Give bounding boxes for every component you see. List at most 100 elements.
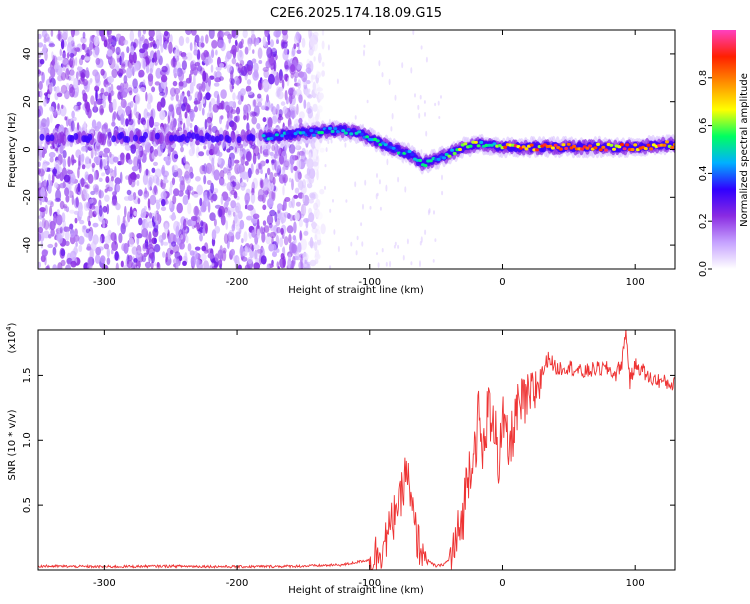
- heatmap-cell: [50, 228, 55, 237]
- heatmap-cell: [148, 36, 154, 41]
- heatmap-cell: [245, 85, 252, 93]
- heatmap-cell: [433, 210, 435, 215]
- heatmap-cell: [298, 219, 303, 228]
- heatmap-cell: [153, 122, 160, 127]
- heatmap-cell: [60, 39, 65, 50]
- heatmap-cell: [410, 261, 413, 266]
- heatmap-cell: [181, 255, 188, 263]
- heatmap-cell: [151, 129, 156, 142]
- heatmap-cell: [111, 240, 118, 252]
- heatmap-cell: [59, 48, 62, 57]
- heatmap-cell: [237, 163, 244, 174]
- heatmap-cell: [44, 33, 50, 42]
- heatmap-cell: [262, 204, 267, 211]
- heatmap-cell: [177, 99, 182, 107]
- heatmap-cell: [220, 115, 224, 120]
- heatmap-cell: [312, 81, 316, 92]
- colorbar-gradient: [712, 30, 736, 269]
- y-tick-label: 1.0: [22, 432, 33, 448]
- heatmap-cell: [232, 92, 236, 101]
- heatmap-cell: [80, 146, 87, 152]
- heatmap-cell: [230, 130, 236, 143]
- heatmap-cell: [87, 173, 94, 184]
- heatmap-cell: [296, 64, 303, 70]
- heatmap-cell: [272, 176, 276, 185]
- heatmap-cell: [612, 147, 616, 151]
- heatmap-cell: [311, 227, 318, 234]
- heatmap-cell: [146, 102, 152, 110]
- heatmap-cell: [257, 93, 262, 99]
- heatmap-cell: [257, 188, 265, 200]
- heatmap-cell: [267, 197, 274, 209]
- heatmap-cell: [129, 172, 137, 180]
- heatmap-cell: [235, 206, 241, 217]
- heatmap-cell: [277, 266, 280, 269]
- heatmap-cell: [393, 244, 396, 249]
- heatmap-cell: [96, 121, 102, 130]
- heatmap-cell: [95, 254, 101, 264]
- y-tick-label: 20: [22, 95, 33, 108]
- heatmap-cell: [246, 112, 249, 121]
- heatmap-cell: [609, 143, 614, 147]
- heatmap-cell: [321, 70, 325, 77]
- heatmap-cell: [119, 55, 122, 66]
- heatmap-cell: [225, 199, 229, 207]
- heatmap-cell: [244, 192, 250, 204]
- heatmap-cell: [69, 223, 74, 230]
- heatmap-cell: [188, 73, 192, 83]
- heatmap-cell: [283, 236, 289, 246]
- heatmap-cell: [386, 158, 389, 166]
- heatmap-cell: [236, 115, 240, 122]
- heatmap-cell: [255, 37, 260, 46]
- heatmap-cell: [102, 153, 108, 158]
- heatmap-cell: [145, 91, 148, 102]
- heatmap-cell: [206, 116, 213, 124]
- heatmap-cell: [558, 147, 563, 151]
- heatmap-cell: [303, 218, 310, 223]
- heatmap-cell: [337, 245, 340, 253]
- heatmap-cell: [294, 77, 297, 83]
- heatmap-cell: [217, 249, 224, 260]
- heatmap-cell: [217, 208, 223, 218]
- heatmap-cell: [190, 69, 194, 75]
- heatmap-cell: [286, 225, 294, 234]
- heatmap-cell: [94, 45, 100, 56]
- heatmap-cell: [304, 173, 311, 180]
- heatmap-cell: [161, 198, 166, 207]
- heatmap-cell: [309, 259, 317, 267]
- heatmap-cell: [69, 69, 75, 82]
- heatmap-cell: [253, 69, 259, 78]
- heatmap-cell: [174, 251, 181, 260]
- heatmap-cell: [80, 177, 85, 188]
- heatmap-cell: [38, 261, 42, 269]
- heatmap-cell: [354, 181, 357, 188]
- heatmap-cell: [266, 94, 269, 103]
- heatmap-cell: [78, 209, 84, 218]
- heatmap-cell: [436, 157, 441, 161]
- heatmap-cell: [447, 154, 452, 158]
- heatmap-cell: [205, 34, 209, 44]
- heatmap-cell: [139, 37, 142, 50]
- heatmap-cell: [183, 218, 187, 231]
- heatmap-cell: [550, 146, 555, 150]
- heatmap-cell: [79, 219, 85, 225]
- heatmap-cell: [153, 161, 158, 166]
- heatmap-cell: [244, 160, 249, 166]
- heatmap-cell: [70, 30, 75, 38]
- heatmap-cell: [282, 106, 288, 115]
- heatmap-cell: [207, 248, 214, 254]
- heatmap-cell: [208, 57, 213, 64]
- heatmap-cell: [194, 133, 200, 141]
- heatmap-cell: [205, 92, 211, 101]
- heatmap-cell: [103, 91, 109, 97]
- heatmap-cell: [266, 47, 273, 59]
- heatmap-cell: [41, 71, 45, 84]
- heatmap-cell: [281, 30, 288, 36]
- heatmap-cell: [49, 82, 54, 93]
- heatmap-cell: [252, 213, 260, 220]
- heatmap-cell: [181, 60, 187, 71]
- heatmap-cell: [617, 145, 622, 149]
- heatmap-cell: [147, 179, 153, 191]
- heatmap-cell: [268, 73, 275, 85]
- x-tick-label: 0: [499, 578, 505, 589]
